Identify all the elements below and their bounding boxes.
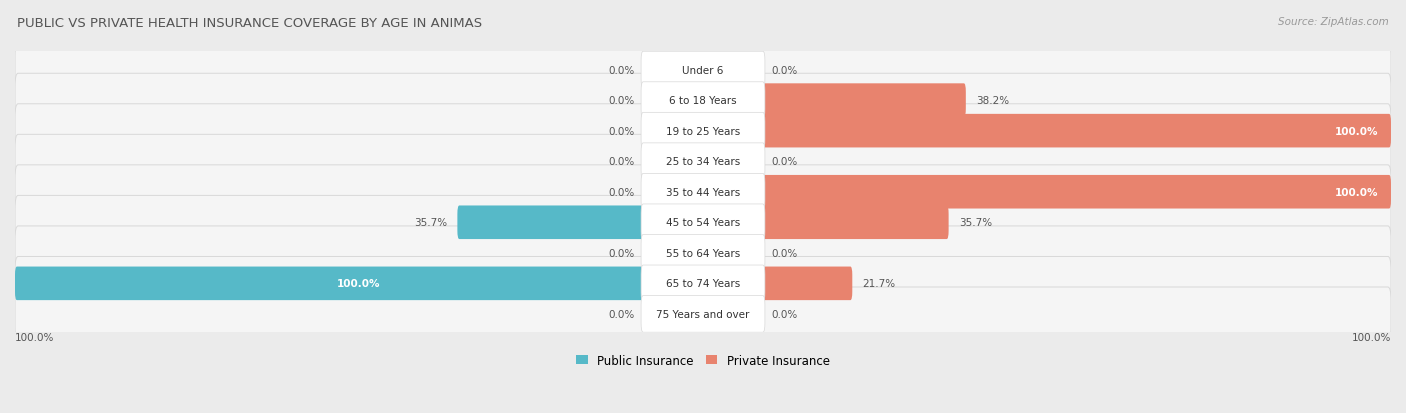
Legend: Public Insurance, Private Insurance: Public Insurance, Private Insurance [571, 349, 835, 371]
Text: 100.0%: 100.0% [15, 332, 55, 342]
Text: 45 to 54 Years: 45 to 54 Years [666, 218, 740, 228]
Text: 0.0%: 0.0% [607, 309, 634, 319]
Text: 35.7%: 35.7% [413, 218, 447, 228]
FancyBboxPatch shape [641, 204, 765, 241]
FancyBboxPatch shape [641, 266, 765, 302]
FancyBboxPatch shape [15, 287, 1391, 341]
Text: 75 Years and over: 75 Years and over [657, 309, 749, 319]
Text: 0.0%: 0.0% [607, 65, 634, 76]
FancyBboxPatch shape [15, 135, 1391, 189]
Text: 0.0%: 0.0% [772, 157, 799, 167]
Text: 35.7%: 35.7% [959, 218, 993, 228]
FancyBboxPatch shape [641, 174, 765, 211]
Text: 0.0%: 0.0% [772, 248, 799, 258]
Text: 55 to 64 Years: 55 to 64 Years [666, 248, 740, 258]
Text: 0.0%: 0.0% [772, 65, 799, 76]
FancyBboxPatch shape [703, 176, 1391, 209]
Text: 65 to 74 Years: 65 to 74 Years [666, 279, 740, 289]
Text: 100.0%: 100.0% [1334, 126, 1378, 136]
Text: 21.7%: 21.7% [863, 279, 896, 289]
Text: 25 to 34 Years: 25 to 34 Years [666, 157, 740, 167]
Text: 38.2%: 38.2% [976, 96, 1010, 106]
Text: 0.0%: 0.0% [607, 96, 634, 106]
FancyBboxPatch shape [703, 114, 1391, 148]
FancyBboxPatch shape [641, 144, 765, 180]
Text: PUBLIC VS PRIVATE HEALTH INSURANCE COVERAGE BY AGE IN ANIMAS: PUBLIC VS PRIVATE HEALTH INSURANCE COVER… [17, 17, 482, 29]
Text: 0.0%: 0.0% [772, 309, 799, 319]
FancyBboxPatch shape [703, 267, 852, 300]
FancyBboxPatch shape [15, 196, 1391, 249]
FancyBboxPatch shape [15, 104, 1391, 158]
FancyBboxPatch shape [641, 83, 765, 119]
FancyBboxPatch shape [15, 166, 1391, 219]
FancyBboxPatch shape [457, 206, 703, 240]
Text: 100.0%: 100.0% [337, 279, 381, 289]
Text: Under 6: Under 6 [682, 65, 724, 76]
Text: 35 to 44 Years: 35 to 44 Years [666, 187, 740, 197]
FancyBboxPatch shape [703, 84, 966, 118]
FancyBboxPatch shape [641, 113, 765, 150]
FancyBboxPatch shape [15, 226, 1391, 280]
Text: 0.0%: 0.0% [607, 187, 634, 197]
FancyBboxPatch shape [15, 267, 703, 300]
FancyBboxPatch shape [641, 235, 765, 271]
Text: 100.0%: 100.0% [1334, 187, 1378, 197]
Text: Source: ZipAtlas.com: Source: ZipAtlas.com [1278, 17, 1389, 26]
FancyBboxPatch shape [15, 257, 1391, 311]
Text: 0.0%: 0.0% [607, 157, 634, 167]
FancyBboxPatch shape [15, 44, 1391, 97]
Text: 19 to 25 Years: 19 to 25 Years [666, 126, 740, 136]
Text: 0.0%: 0.0% [607, 126, 634, 136]
Text: 6 to 18 Years: 6 to 18 Years [669, 96, 737, 106]
FancyBboxPatch shape [641, 296, 765, 332]
Text: 100.0%: 100.0% [1351, 332, 1391, 342]
FancyBboxPatch shape [15, 74, 1391, 128]
FancyBboxPatch shape [703, 206, 949, 240]
Text: 0.0%: 0.0% [607, 248, 634, 258]
FancyBboxPatch shape [641, 52, 765, 89]
